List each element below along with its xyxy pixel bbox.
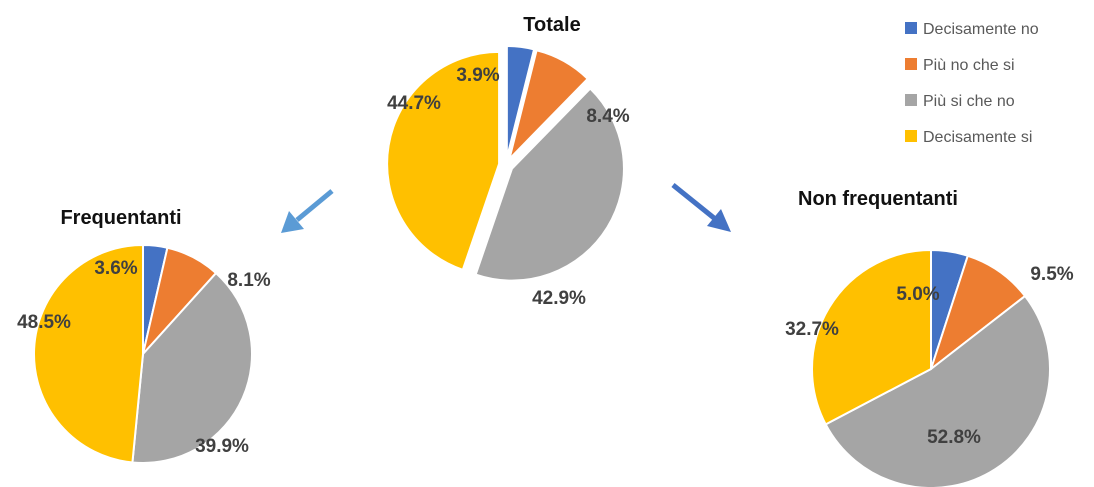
legend-label-decisamente-no: Decisamente no xyxy=(923,21,1039,38)
pie-chart-totale: Totale 44.7% 3.9% 8.4% 42.9% xyxy=(386,14,630,309)
pie-slice-frequentanti-decisamente-si xyxy=(33,243,144,464)
legend: Decisamente no Più no che si Più si che … xyxy=(905,21,1039,146)
data-label-totale-piu-si-che-no: 42.9% xyxy=(532,288,586,309)
legend-label-decisamente-si: Decisamente si xyxy=(923,129,1032,146)
data-label-frequentanti-piu-no-che-si: 8.1% xyxy=(227,270,270,291)
pie-slice-totale-piu-no-che-si xyxy=(507,49,590,163)
pie-chart-non-frequentanti: Non frequentanti 9.5% 5.0% 32.7% 52.8% xyxy=(785,188,1074,487)
data-label-frequentanti-decisamente-si: 48.5% xyxy=(17,312,71,333)
chart-title-totale: Totale xyxy=(523,14,580,36)
legend-label-piu-si-che-no: Più si che no xyxy=(923,93,1015,110)
data-label-totale-decisamente-si: 44.7% xyxy=(387,93,441,114)
pie-chart-frequentanti: Frequentanti 3.6% 8.1% 48.5% 39.9% xyxy=(17,207,271,464)
legend-item-decisamente-no: Decisamente no xyxy=(905,21,1039,38)
chart-title-frequentanti: Frequentanti xyxy=(60,207,181,229)
legend-label-piu-no-che-si: Più no che si xyxy=(923,57,1015,74)
data-label-non-frequentanti-piu-no-che-si: 9.5% xyxy=(1030,264,1073,285)
pie-slice-totale-decisamente-no xyxy=(505,45,536,159)
pie-slice-non-frequentanti-piu-si-che-no xyxy=(824,294,1051,487)
data-label-non-frequentanti-decisamente-si: 32.7% xyxy=(785,319,839,340)
legend-swatch-decisamente-no xyxy=(905,22,917,34)
pie-slice-totale-decisamente-si xyxy=(386,50,501,272)
arrow-to-non-frequentanti-icon xyxy=(671,183,731,232)
legend-item-decisamente-si: Decisamente si xyxy=(905,129,1032,146)
data-label-non-frequentanti-piu-si-che-no: 52.8% xyxy=(927,427,981,448)
data-label-frequentanti-decisamente-no: 3.6% xyxy=(94,258,137,279)
legend-swatch-piu-si-che-no xyxy=(905,94,917,106)
pie-slice-totale-piu-si-che-no xyxy=(474,87,625,282)
legend-swatch-decisamente-si xyxy=(905,130,917,142)
data-label-totale-piu-no-che-si: 8.4% xyxy=(586,106,629,127)
legend-item-piu-si-che-no: Più si che no xyxy=(905,93,1015,110)
arrow-to-frequentanti-icon xyxy=(281,189,334,233)
legend-item-piu-no-che-si: Più no che si xyxy=(905,57,1015,74)
pie-slice-frequentanti-piu-si-che-no xyxy=(131,271,253,464)
data-label-totale-decisamente-no: 3.9% xyxy=(456,65,499,86)
chart-title-non-frequentanti: Non frequentanti xyxy=(798,188,958,210)
pie-slice-non-frequentanti-decisamente-si xyxy=(811,248,932,426)
data-label-frequentanti-piu-si-che-no: 39.9% xyxy=(195,436,249,457)
data-label-non-frequentanti-decisamente-no: 5.0% xyxy=(896,284,939,305)
legend-swatch-piu-no-che-si xyxy=(905,58,917,70)
